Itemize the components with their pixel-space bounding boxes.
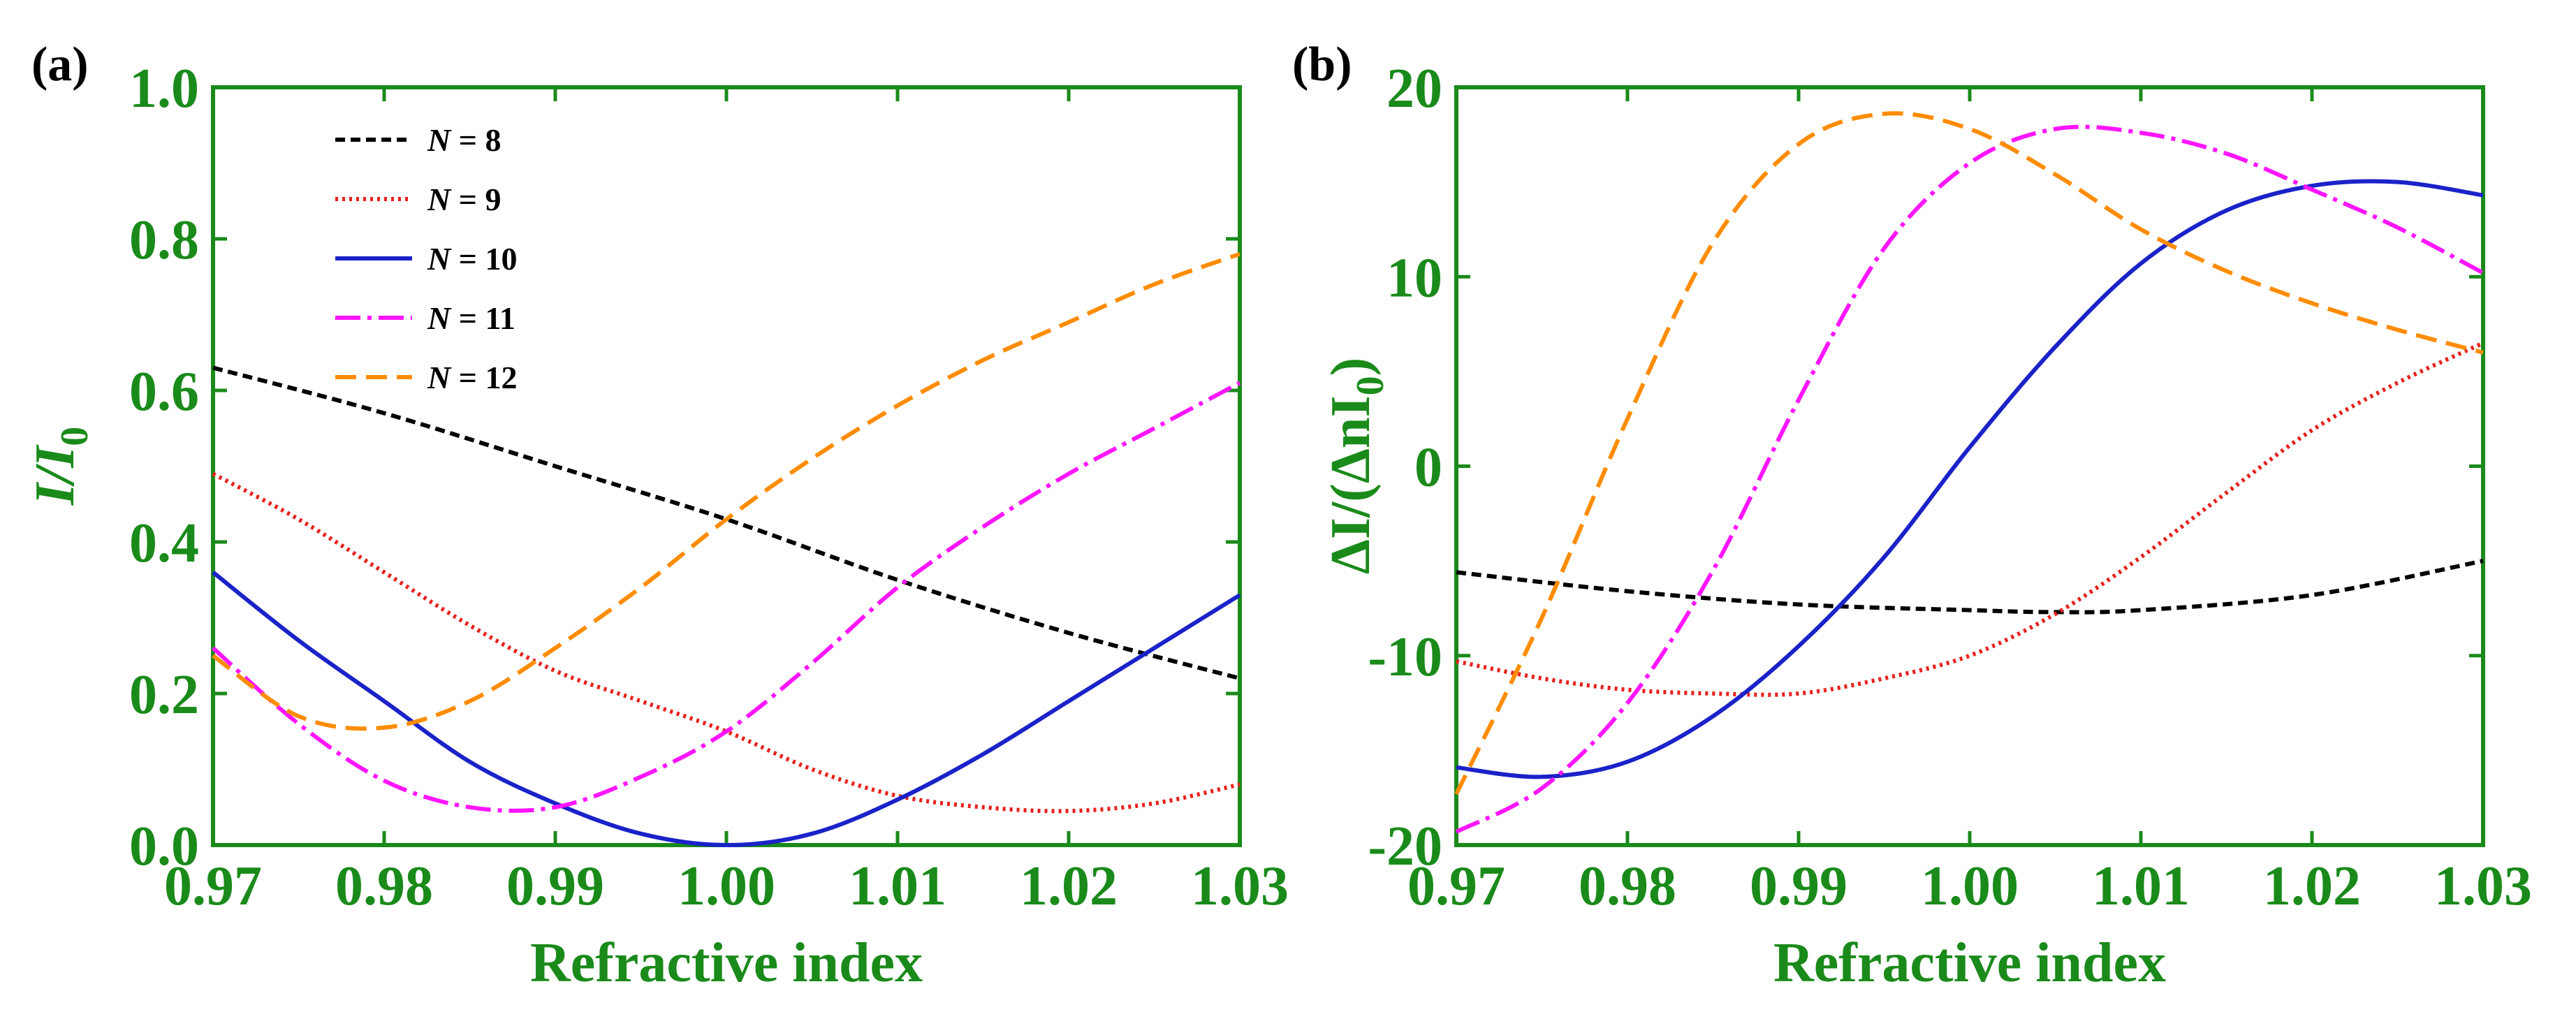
series-line-n9-a (212, 471, 1241, 814)
legend-entry-n8: N = 8 (427, 122, 501, 158)
ticks-b: 0.97 0.98 0.99 1.00 1.01 1.02 1.03 -20 -10 0 10 20 (1368, 58, 2532, 917)
y-axis-label-b-sub: 0 (1349, 376, 1392, 395)
panel-label-b: (b) (1292, 38, 1352, 91)
series-line-n9-b (1456, 341, 2484, 697)
series-line-n12-b (1454, 111, 2484, 795)
series-group-b (1454, 111, 2484, 834)
x-tick-label: 1.03 (1191, 856, 1289, 917)
series-line-n8-a (212, 365, 1241, 681)
y-tick-label: 0.4 (129, 513, 199, 574)
y-tick-label: -10 (1368, 626, 1442, 688)
y-tick-label: 0.2 (129, 664, 199, 726)
x-axis-label-a: Refractive index (530, 932, 923, 994)
legend-entry-n9: N = 9 (427, 182, 501, 217)
x-tick-label: 1.00 (1921, 856, 2019, 917)
y-tick-label: 1.0 (129, 58, 199, 119)
y-tick-label: 20 (1386, 58, 1442, 119)
chart-panel-a: (a) 0.97 0.98 0.99 1.00 1.01 1.02 1.030.00.20.… (24, 38, 1289, 994)
y-axis-label-b-close: ) (1320, 358, 1382, 376)
series-line-n8-b (1456, 559, 2484, 615)
series-line-n10-a (212, 571, 1241, 848)
y-axis-label-a: I/I0 (24, 427, 96, 506)
series-group-a (212, 251, 1241, 848)
x-tick-label: 1.01 (2092, 856, 2190, 917)
x-tick-label: 0.98 (1579, 856, 1676, 917)
x-tick-label: 1.02 (1020, 856, 1118, 917)
series-line-n11-a (212, 381, 1241, 813)
x-tick-label: 1.01 (849, 856, 946, 917)
x-tick-label: 1.00 (678, 856, 775, 917)
y-tick-label: 0.8 (129, 210, 199, 271)
legend-entry-n11: N = 11 (427, 300, 515, 336)
y-axis-label-b: ΔI/(ΔnI0) (1320, 358, 1392, 575)
x-tick-label: 1.03 (2434, 856, 2532, 917)
x-tick-label: 0.98 (335, 856, 433, 917)
legend-entry-n10: N = 10 (427, 241, 517, 277)
y-tick-label: 0.6 (129, 361, 199, 423)
x-tick-label: 0.97 (164, 856, 262, 917)
y-axis-label-b-main: ΔI/(ΔnI (1320, 395, 1382, 574)
x-tick-label: 0.99 (1750, 856, 1847, 917)
legend-a: N = 8 N = 9 N = 10 N = 11 N = 12 (335, 122, 517, 395)
legend-entry-n12: N = 12 (427, 360, 517, 395)
chart-panel-b: (b) 0.97 0.98 0.99 1.00 1.01 1.02 1.03 -20 -10 0 1… (1292, 38, 2532, 994)
x-axis-label-b: Refractive index (1773, 932, 2166, 994)
y-axis-label-a-sub: 0 (53, 427, 96, 446)
y-tick-label: 10 (1386, 247, 1442, 309)
y-tick-label: 0.0 (129, 816, 199, 877)
ticks-a: 0.97 0.98 0.99 1.00 1.01 1.02 1.03 0.0 0.2 0.4 0.6… (129, 58, 1289, 917)
y-tick-label: -20 (1368, 816, 1442, 877)
series-line-n12-a (212, 251, 1241, 731)
x-tick-label: 0.97 (1407, 856, 1505, 917)
x-tick-label: 1.02 (2263, 856, 2361, 917)
y-axis-label-a-main: I/I (24, 444, 86, 506)
series-line-n11-b (1455, 124, 2484, 834)
panel-label-a: (a) (31, 38, 89, 91)
x-tick-label: 0.99 (506, 856, 604, 917)
plot-frame-b (1454, 85, 2485, 847)
y-tick-label: 0 (1414, 437, 1442, 499)
